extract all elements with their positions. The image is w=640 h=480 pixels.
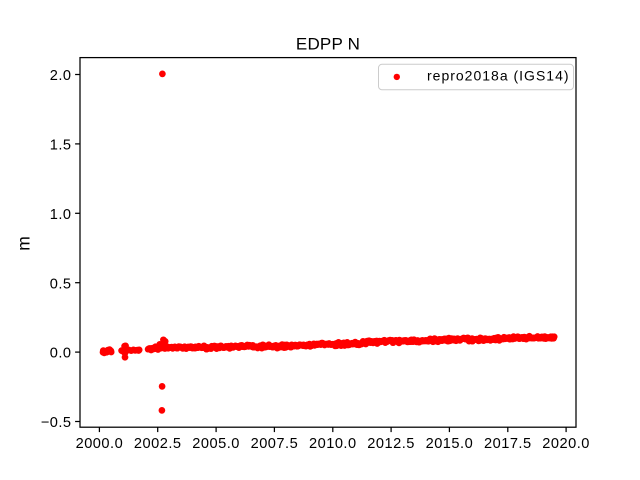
svg-text:2005.0: 2005.0 — [192, 436, 240, 452]
svg-text:1.5: 1.5 — [50, 138, 72, 154]
svg-text:2015.0: 2015.0 — [426, 436, 474, 452]
svg-text:2010.0: 2010.0 — [309, 436, 357, 452]
svg-text:m: m — [13, 236, 33, 251]
svg-text:2012.5: 2012.5 — [367, 436, 415, 452]
svg-text:2002.5: 2002.5 — [134, 436, 182, 452]
svg-text:1.0: 1.0 — [50, 207, 72, 223]
svg-text:2.0: 2.0 — [50, 68, 72, 84]
svg-text:repro2018a (IGS14): repro2018a (IGS14) — [427, 68, 570, 84]
svg-text:2000.0: 2000.0 — [76, 436, 124, 452]
svg-text:2020.0: 2020.0 — [542, 436, 590, 452]
svg-text:EDPP N: EDPP N — [296, 35, 360, 54]
svg-text:−0.5: −0.5 — [41, 415, 72, 431]
svg-text:2017.5: 2017.5 — [484, 436, 532, 452]
svg-text:0.0: 0.0 — [50, 346, 72, 362]
svg-text:2007.5: 2007.5 — [251, 436, 299, 452]
svg-text:0.5: 0.5 — [50, 276, 72, 292]
